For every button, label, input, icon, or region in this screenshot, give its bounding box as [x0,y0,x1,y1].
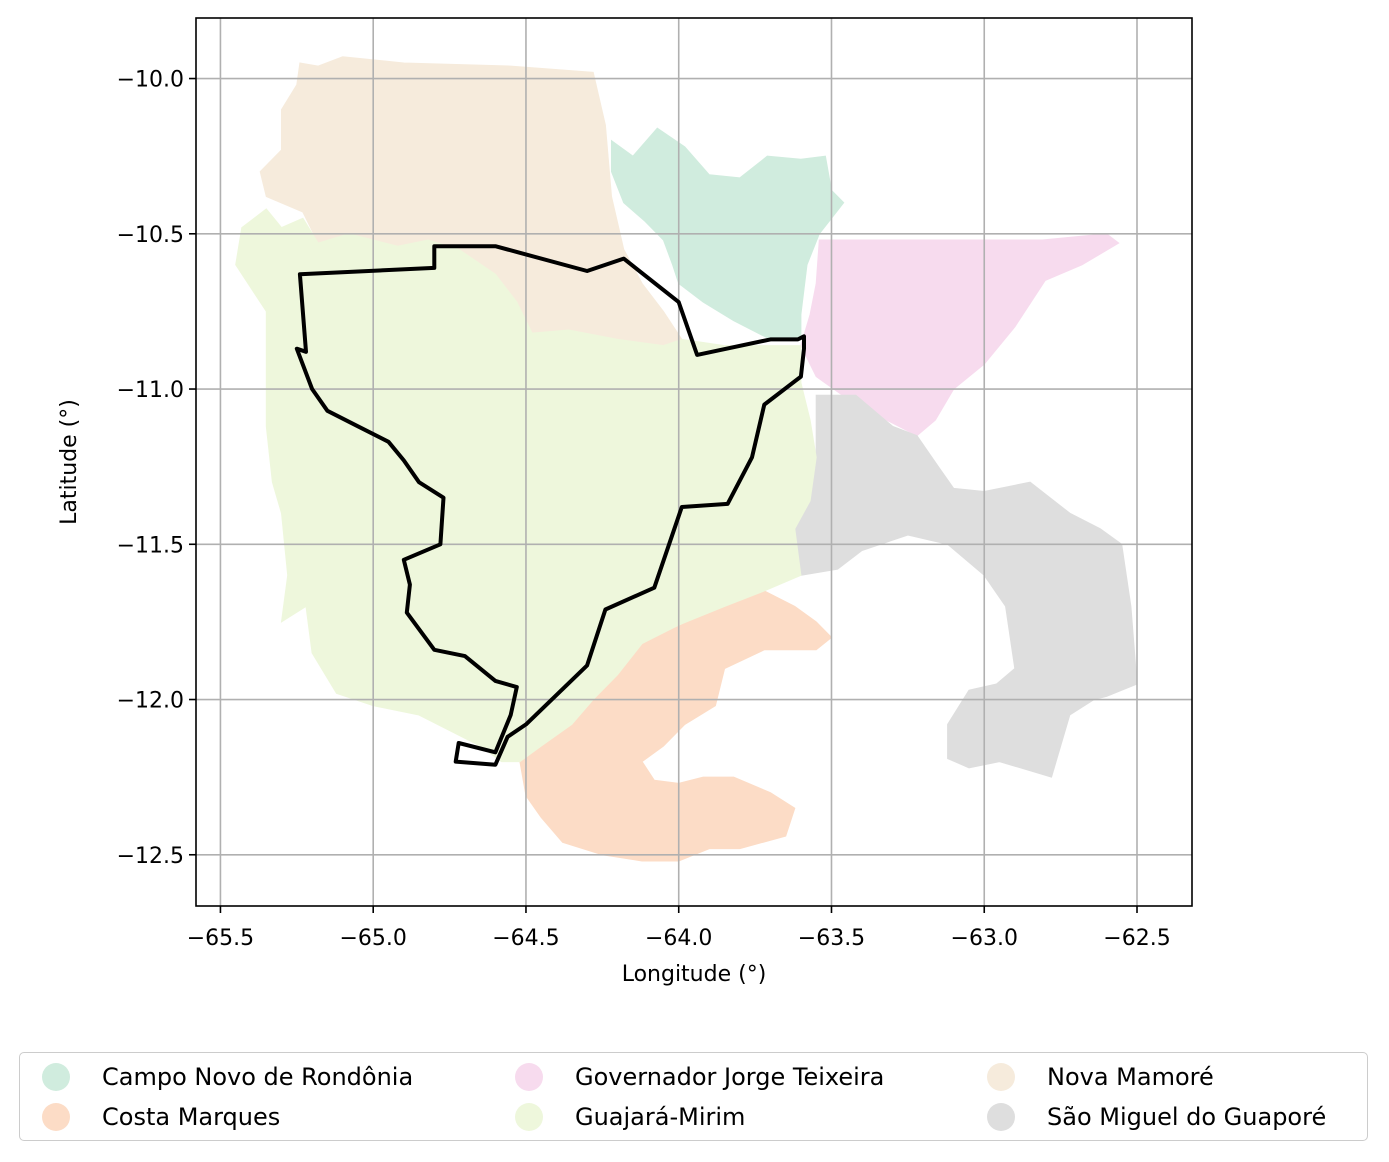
y-tick-label: −10.5 [117,223,184,248]
legend-swatch [42,1103,70,1131]
legend-swatch [987,1063,1015,1091]
grid-layer [196,18,1192,906]
legend-item-costa-marques: Costa Marques [42,1102,280,1132]
regions-layer [235,56,1138,862]
highlight-outline [294,244,806,767]
y-tick-label: −11.0 [117,378,184,403]
legend-swatch [987,1103,1015,1131]
legend-swatch [42,1063,70,1091]
plot-frame [195,17,1193,907]
map-chart: −65.5 −65.0 −64.5 −64.0 −63.5 −63.0 −62.5 −10.0… [57,17,1193,987]
outline-layer [294,244,806,767]
region-sao-miguel-do-guapore [794,394,1138,778]
legend: Campo Novo de Rondônia Costa Marques Gov… [19,1052,1368,1141]
legend-label: Guajará-Mirim [575,1103,746,1131]
x-tick-label: −64.5 [492,926,559,951]
y-tick-label: −11.5 [117,533,184,558]
legend-item-guajara-mirim: Guajará-Mirim [515,1102,745,1132]
x-axis-title: Longitude (°) [622,962,767,987]
legend-label: Campo Novo de Rondônia [102,1063,414,1091]
y-tick-label: −12.0 [117,689,184,714]
y-tick-label: −12.5 [117,844,184,869]
legend-label: São Miguel do Guaporé [1047,1103,1327,1131]
legend-label: Costa Marques [102,1103,281,1131]
legend-swatch [515,1063,543,1091]
legend-item-nova-mamore: Nova Mamoré [987,1062,1214,1092]
x-tick-label: −63.0 [951,926,1018,951]
x-tick-label: −63.5 [798,926,865,951]
legend-item-campo-novo: Campo Novo de Rondônia [42,1062,413,1092]
x-tick-label: −64.0 [645,926,712,951]
y-tick-label: −10.0 [117,68,184,93]
legend-swatch [515,1103,543,1131]
legend-label: Nova Mamoré [1047,1063,1214,1091]
legend-item-sao-miguel: São Miguel do Guaporé [987,1102,1326,1132]
y-axis-title: Latitude (°) [57,399,82,525]
legend-item-governador: Governador Jorge Teixeira [515,1062,884,1092]
legend-label: Governador Jorge Teixeira [575,1063,885,1091]
x-tick-label: −62.5 [1103,926,1170,951]
x-tick-label: −65.5 [187,926,254,951]
x-tick-label: −65.0 [339,926,406,951]
ticks-layer: −65.5 −65.0 −64.5 −64.0 −63.5 −63.0 −62.5 −10.0… [117,68,1171,951]
